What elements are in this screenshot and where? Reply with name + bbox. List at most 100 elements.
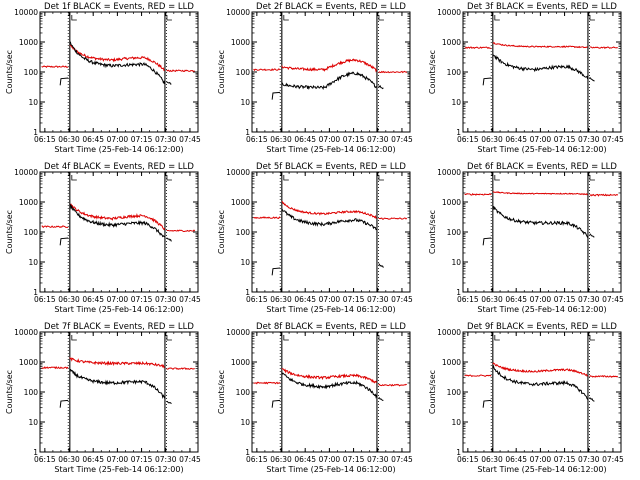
y-tick-label: 10: [451, 98, 461, 107]
y-tick-label: 10: [240, 98, 250, 107]
x-tick-label: 07:45: [602, 135, 624, 144]
x-tick-label: 07:45: [391, 455, 413, 464]
y-tick-label: 100: [447, 228, 462, 237]
y-tick-label: 10: [240, 418, 250, 427]
y-tick-label: 1000: [442, 198, 461, 207]
lld-series-pre: [253, 68, 281, 72]
x-tick-label: 06:45: [294, 135, 316, 144]
marker-flag: [494, 15, 500, 21]
lld-series: [69, 203, 166, 231]
x-tick-label: 06:15: [457, 295, 479, 304]
x-tick-label: 06:45: [505, 295, 527, 304]
events-series-post: [589, 397, 595, 402]
lld-series: [281, 200, 377, 219]
y-axis-title: Counts/sec: [217, 50, 226, 94]
events-series-post: [166, 237, 172, 242]
x-tick-label: 07:30: [367, 295, 389, 304]
plot-frame: [462, 331, 622, 453]
y-tick-label: 10: [28, 98, 38, 107]
x-tick-label: 06:30: [481, 295, 503, 304]
x-tick-label: 06:15: [457, 455, 479, 464]
y-axis-title: Counts/sec: [5, 210, 14, 254]
x-tick-label: 06:15: [34, 295, 56, 304]
x-tick-label: 07:30: [578, 135, 600, 144]
x-tick-label: 06:15: [246, 135, 268, 144]
events-series: [281, 71, 377, 91]
plot-frame: [462, 11, 622, 133]
y-tick-label: 100: [236, 228, 251, 237]
events-series-pre: [482, 237, 492, 246]
x-tick-label: 07:45: [602, 295, 624, 304]
x-tick-label: 07:45: [179, 295, 201, 304]
events-series: [69, 203, 165, 238]
lld-series: [492, 191, 588, 196]
plot-frame: [251, 331, 411, 453]
lld-series-post: [166, 229, 196, 233]
x-tick-label: 06:15: [34, 455, 56, 464]
x-axis-title: Start Time (25-Feb-14 06:12:00): [477, 145, 606, 154]
lld-series-post: [378, 383, 407, 387]
y-tick-label: 1: [456, 448, 461, 457]
lld-series: [69, 44, 165, 72]
events-series-post: [378, 85, 384, 90]
x-tick-label: 07:15: [554, 295, 576, 304]
events-series: [492, 54, 589, 80]
marker-flag: [71, 335, 77, 341]
panel-title: Det 4f BLACK = Events, RED = LLD: [44, 162, 194, 172]
x-tick-label: 07:30: [155, 295, 177, 304]
x-tick-label: 06:30: [481, 135, 503, 144]
panel-title: Det 1f BLACK = Events, RED = LLD: [44, 2, 194, 12]
y-tick-label: 10000: [437, 168, 461, 177]
marker-flag: [283, 15, 289, 21]
marker-flag: [494, 175, 500, 181]
y-tick-label: 100: [236, 68, 251, 77]
marker-flag: [589, 175, 595, 181]
marker-flag: [589, 15, 595, 21]
lld-series-pre: [41, 225, 69, 229]
lld-series-pre: [464, 46, 492, 50]
lld-series-post: [589, 193, 619, 197]
marker-flag: [378, 335, 384, 341]
y-axis-title: Counts/sec: [428, 370, 437, 414]
y-tick-label: 10000: [14, 8, 38, 17]
x-tick-label: 07:30: [367, 455, 389, 464]
y-tick-label: 100: [236, 388, 251, 397]
y-axis-title: Counts/sec: [217, 210, 226, 254]
events-series-post: [166, 81, 172, 85]
x-tick-label: 07:15: [554, 135, 576, 144]
x-tick-label: 06:30: [270, 455, 292, 464]
events-series-post: [589, 76, 595, 82]
y-tick-label: 100: [24, 388, 39, 397]
y-tick-label: 1000: [442, 358, 461, 367]
x-tick-label: 07:45: [179, 135, 201, 144]
y-tick-label: 1: [33, 288, 38, 297]
lld-series-pre: [253, 216, 281, 220]
x-tick-label: 07:00: [107, 295, 129, 304]
x-tick-label: 06:15: [246, 295, 268, 304]
y-tick-label: 10: [240, 258, 250, 267]
plot-frame: [251, 171, 411, 293]
x-tick-label: 07:00: [319, 135, 341, 144]
y-tick-label: 1: [456, 288, 461, 297]
lld-series: [69, 357, 165, 369]
x-tick-label: 07:30: [578, 455, 600, 464]
y-tick-label: 1000: [231, 38, 250, 47]
marker-flag: [166, 175, 172, 181]
x-tick-label: 07:00: [530, 455, 552, 464]
y-tick-label: 10000: [437, 8, 461, 17]
events-series-pre: [482, 77, 492, 86]
y-tick-label: 10000: [437, 328, 461, 337]
panel-title: Det 2f BLACK = Events, RED = LLD: [256, 2, 406, 12]
y-tick-label: 1000: [231, 358, 250, 367]
marker-flag: [378, 175, 384, 181]
y-tick-label: 10000: [226, 168, 250, 177]
x-tick-label: 07:30: [367, 135, 389, 144]
panel-title: Det 5f BLACK = Events, RED = LLD: [256, 162, 406, 172]
events-series: [69, 369, 166, 400]
y-tick-label: 10000: [14, 328, 38, 337]
x-tick-label: 07:15: [554, 455, 576, 464]
events-series: [492, 205, 589, 238]
